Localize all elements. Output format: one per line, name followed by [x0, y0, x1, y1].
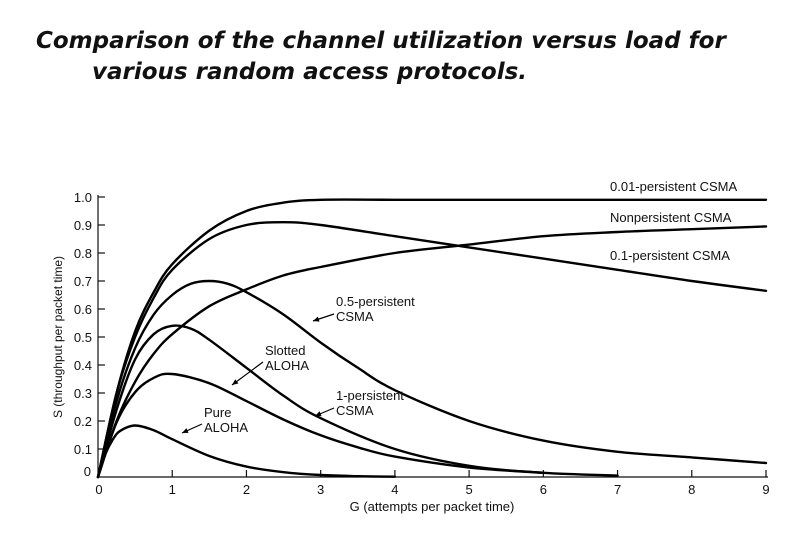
- y-tick-label: 0.1: [74, 442, 92, 457]
- x-tick-label: 9: [762, 482, 769, 497]
- one-persistent-csma-curve: [96, 324, 619, 479]
- x-tick-label: 1: [169, 482, 176, 497]
- x-tick-label: 6: [540, 482, 547, 497]
- nonpersistent-csma-curve: [96, 221, 768, 479]
- y-tick-label: 0: [84, 464, 91, 479]
- label-hundredth-persistent-csma: 0.01-persistent CSMA: [610, 179, 737, 194]
- annotation-leader: [231, 361, 264, 386]
- x-tick-label: 4: [391, 482, 398, 497]
- annotation-arrowhead: [313, 316, 320, 322]
- heading-line-1: Comparison of the channel utilization ve…: [36, 28, 726, 54]
- heading-line-2: various random access protocols.: [92, 59, 528, 85]
- x-tick-label: 0: [95, 482, 102, 497]
- label-one-persistent-csma: 1-persistent CSMA: [336, 388, 404, 418]
- label-tenth-persistent-csma: 0.1-persistent CSMA: [610, 248, 730, 263]
- y-tick-label: 0.5: [74, 330, 92, 345]
- label-slotted-aloha: Slotted ALOHA: [265, 343, 309, 373]
- chart-curves: [96, 198, 768, 479]
- x-axis-label: G (attempts per packet time): [350, 499, 515, 514]
- tenth-persistent-csma-curve: [96, 225, 768, 479]
- y-tick-label: 0.3: [74, 386, 92, 401]
- y-axis-label: S (throughput per packet time): [51, 256, 65, 418]
- label-pure-aloha: Pure ALOHA: [204, 405, 248, 435]
- chart-axes: 0 0.1 0.2 0.3 0.4 0.5 0.6 0.7 0.8 0.9 1.0 0 1 2 3 4 5 6 7 8…: [51, 190, 770, 514]
- y-tick-label: 1.0: [74, 190, 92, 205]
- x-tick-label: 7: [614, 482, 621, 497]
- annotation-arrowhead: [315, 411, 322, 417]
- annotation-arrowhead: [232, 379, 239, 385]
- y-tick-label: 0.6: [74, 302, 92, 317]
- pure-aloha-curve: [96, 424, 397, 479]
- label-half-persistent-csma: 0.5-persistent CSMA: [336, 294, 415, 324]
- x-tick-label: 2: [243, 482, 250, 497]
- y-tick-label: 0.7: [74, 274, 92, 289]
- y-tick-label: 0.9: [74, 218, 92, 233]
- chart-heading: Comparison of the channel utilization ve…: [0, 0, 812, 100]
- chart-annotations: 0.01-persistent CSMA Nonpersistent CSMA 0.…: [181, 179, 737, 435]
- x-tick-label: 8: [688, 482, 695, 497]
- x-tick-label: 3: [317, 482, 324, 497]
- y-tick-label: 0.4: [74, 358, 92, 373]
- y-tick-label: 0.2: [74, 414, 92, 429]
- x-tick-label: 5: [465, 482, 472, 497]
- y-tick-label: 0.8: [74, 246, 92, 261]
- half-persistent-csma-curve: [96, 279, 768, 479]
- label-nonpersistent-csma: Nonpersistent CSMA: [610, 210, 732, 225]
- slotted-aloha-curve: [96, 372, 545, 479]
- hundredth-persistent-csma-curve: [96, 198, 768, 479]
- annotation-arrowhead: [182, 428, 189, 433]
